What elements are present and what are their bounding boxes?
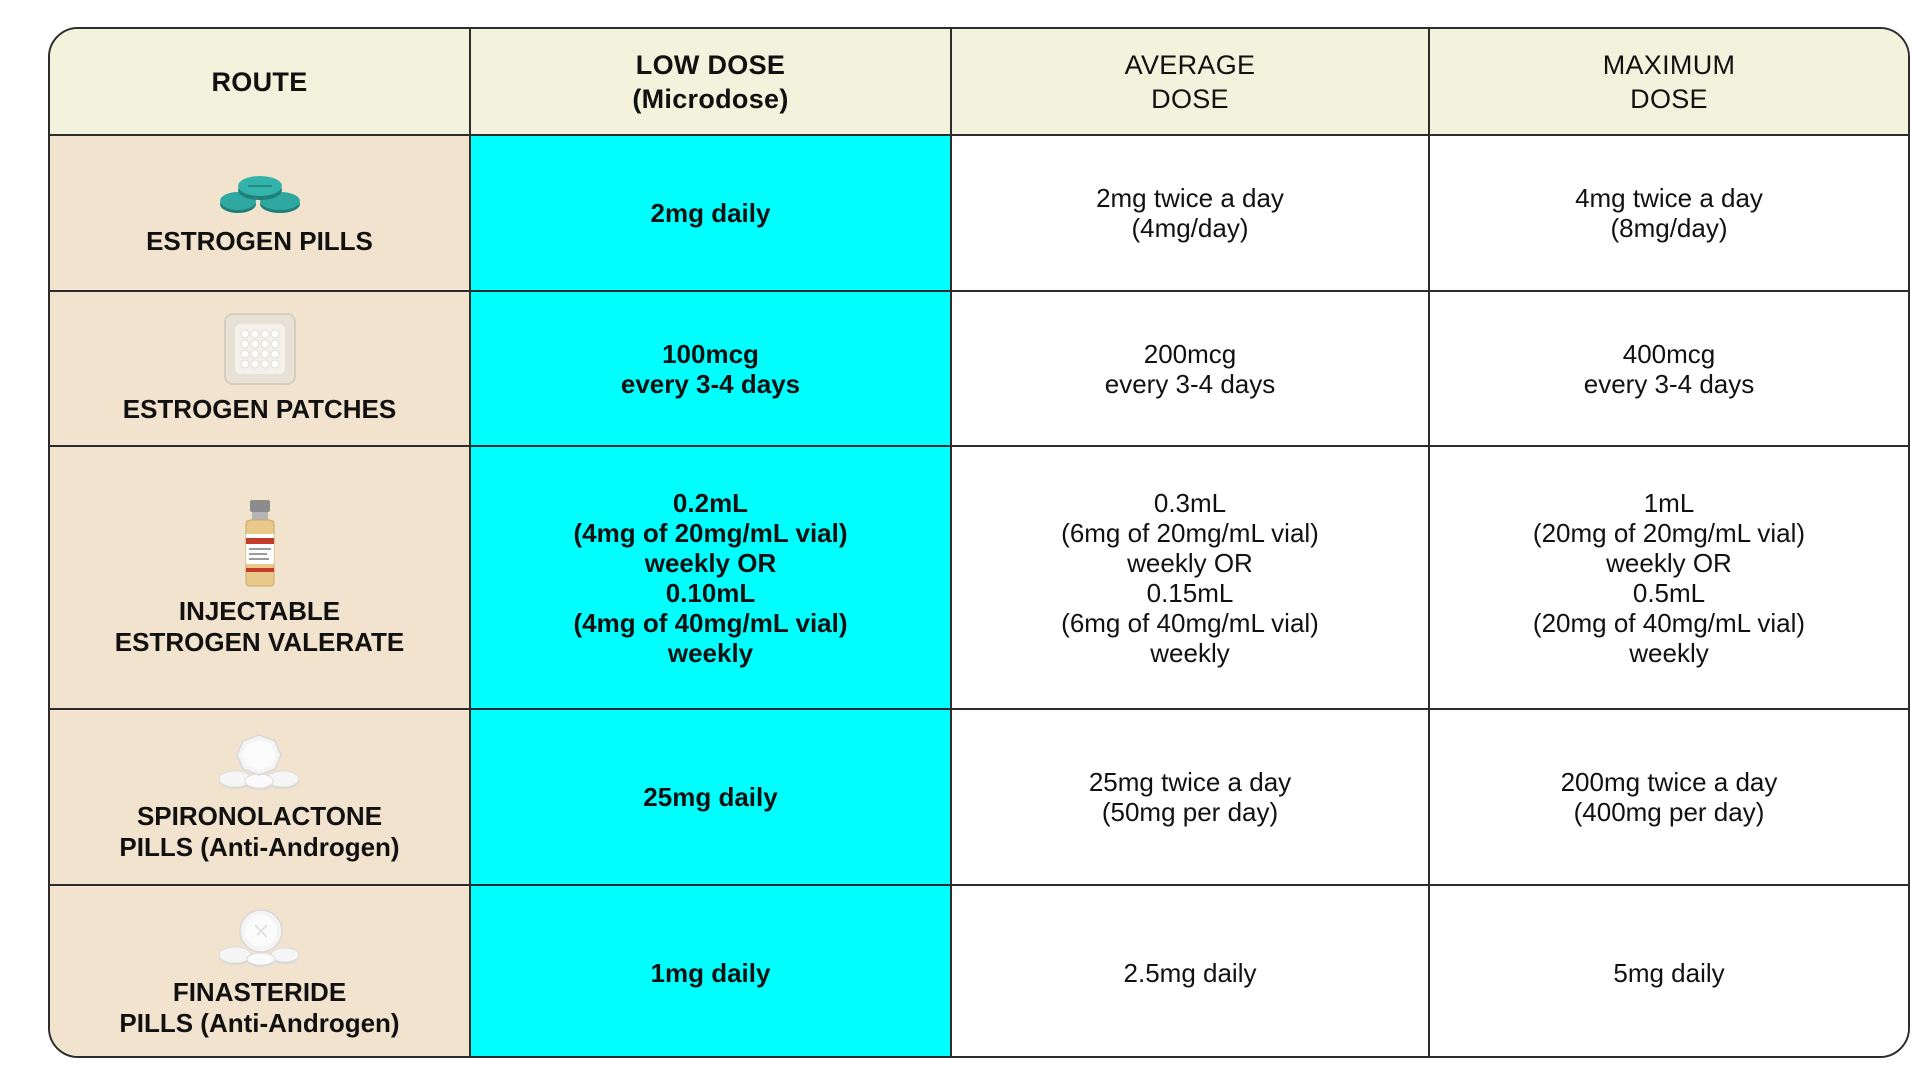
table-row: ESTROGEN PILLS 2mg daily 2mg twice a day…	[50, 135, 1908, 292]
estrogen-patch-icon	[223, 313, 296, 385]
header-low-dose: LOW DOSE (Microdose)	[470, 29, 952, 136]
header-average-dose: AVERAGE DOSE	[951, 29, 1430, 136]
finasteride-pills-icon	[218, 909, 299, 967]
table-row: ESTROGEN PATCHES 100mcg every 3-4 days 2…	[50, 291, 1908, 447]
low-dose-cell: 0.2mL (4mg of 20mg/mL vial) weekly OR 0.…	[470, 446, 952, 710]
header-maximum-dose: MAXIMUM DOSE	[1429, 29, 1908, 136]
average-dose-cell: 200mcg every 3-4 days	[951, 291, 1430, 447]
dose-table: ROUTE LOW DOSE (Microdose) AVERAGE DOSE …	[48, 27, 1910, 1058]
route-label: ESTROGEN PILLS	[146, 225, 373, 256]
average-dose-cell: 2.5mg daily	[951, 885, 1430, 1056]
route-cell-estrogen-patches: ESTROGEN PATCHES	[50, 291, 471, 447]
header-route: ROUTE	[50, 29, 471, 136]
route-label: INJECTABLE ESTROGEN VALERATE	[114, 595, 405, 657]
route-cell-estrogen-pills: ESTROGEN PILLS	[50, 135, 471, 292]
maximum-dose-cell: 200mg twice a day (400mg per day)	[1429, 709, 1908, 886]
route-cell-spironolactone: SPIRONOLACTONE PILLS (Anti-Androgen)	[50, 709, 471, 886]
injectable-vial-icon	[245, 499, 274, 586]
average-dose-cell: 25mg twice a day (50mg per day)	[951, 709, 1430, 886]
route-label: SPIRONOLACTONE PILLS (Anti-Androgen)	[119, 801, 400, 862]
maximum-dose-cell: 4mg twice a day (8mg/day)	[1429, 135, 1908, 292]
route-label: FINASTERIDE PILLS (Anti-Androgen)	[119, 977, 400, 1038]
spironolactone-pills-icon	[218, 734, 299, 790]
low-dose-cell: 1mg daily	[470, 885, 952, 1056]
low-dose-cell: 2mg daily	[470, 135, 952, 292]
table-row: FINASTERIDE PILLS (Anti-Androgen) 1mg da…	[50, 885, 1908, 1056]
header-row: ROUTE LOW DOSE (Microdose) AVERAGE DOSE …	[50, 29, 1908, 136]
maximum-dose-cell: 400mcg every 3-4 days	[1429, 291, 1908, 447]
route-cell-injectable-estrogen: INJECTABLE ESTROGEN VALERATE	[50, 446, 471, 710]
average-dose-cell: 0.3mL (6mg of 20mg/mL vial) weekly OR 0.…	[951, 446, 1430, 710]
dosage-comparison-table: ROUTE LOW DOSE (Microdose) AVERAGE DOSE …	[50, 29, 1908, 1056]
maximum-dose-cell: 5mg daily	[1429, 885, 1908, 1056]
estrogen-pills-icon	[219, 175, 300, 213]
route-cell-finasteride: FINASTERIDE PILLS (Anti-Androgen)	[50, 885, 471, 1056]
maximum-dose-cell: 1mL (20mg of 20mg/mL vial) weekly OR 0.5…	[1429, 446, 1908, 710]
low-dose-cell: 25mg daily	[470, 709, 952, 886]
low-dose-cell: 100mcg every 3-4 days	[470, 291, 952, 447]
table-row: INJECTABLE ESTROGEN VALERATE 0.2mL (4mg …	[50, 446, 1908, 710]
route-label: ESTROGEN PATCHES	[122, 394, 397, 424]
table-row: SPIRONOLACTONE PILLS (Anti-Androgen) 25m…	[50, 709, 1908, 886]
average-dose-cell: 2mg twice a day (4mg/day)	[951, 135, 1430, 292]
